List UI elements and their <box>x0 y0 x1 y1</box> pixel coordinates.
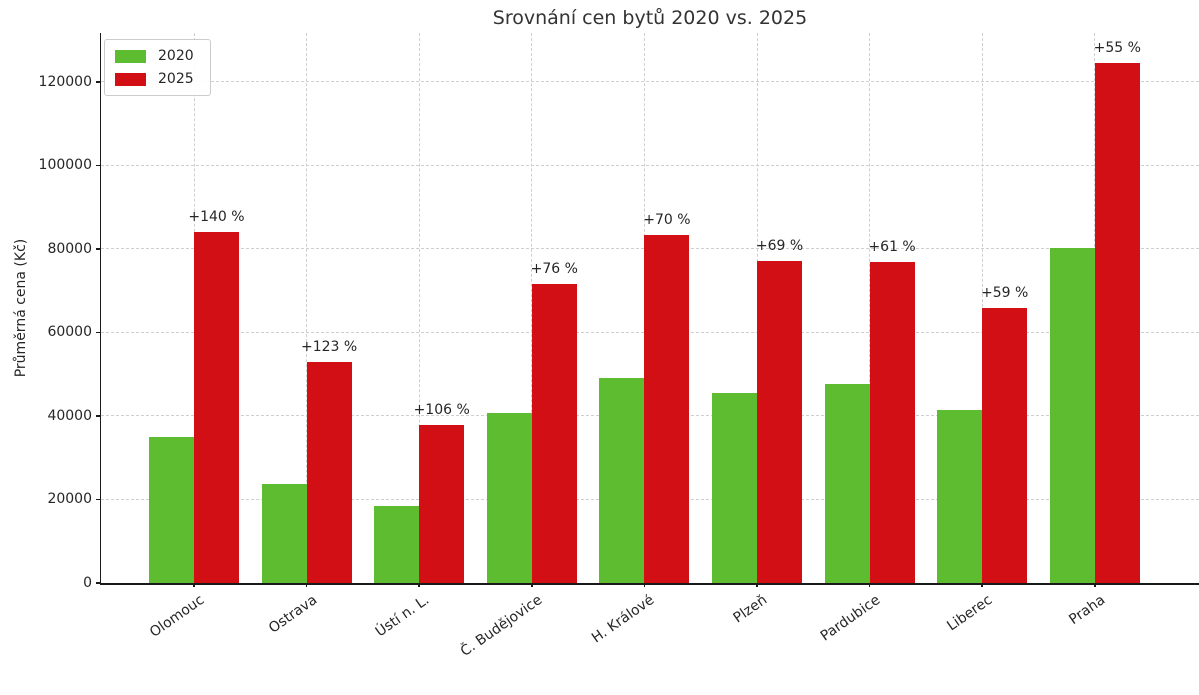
bar-2020-liberec <box>937 410 983 583</box>
x-tick-label-praha: Praha <box>1066 592 1108 629</box>
x-tick-plzen <box>756 583 758 587</box>
h-gridline-120000 <box>101 81 1199 83</box>
legend-swatch-2020 <box>115 49 146 63</box>
x-tick-pardubice <box>868 583 871 587</box>
bar-2020-ostrava <box>261 484 307 583</box>
x-tick-label-h-kralove: H. Králové <box>589 592 658 647</box>
legend-item-2020: 2020 <box>115 48 194 64</box>
bar-2025-olomouc <box>194 232 239 583</box>
x-tick-label-usti-n-l: Ústí n. L. <box>372 592 433 641</box>
x-tick-usti-n-l <box>418 583 420 587</box>
x-tick-praha <box>1094 583 1096 587</box>
x-tick-label-ostrava: Ostrava <box>265 592 320 637</box>
bar-pct-label-h-kralove: +70 % <box>643 212 691 229</box>
bar-2025-c-budejovice <box>531 284 577 583</box>
v-gridline-usti-n-l <box>418 33 420 583</box>
bar-pct-label-usti-n-l: +106 % <box>413 401 470 418</box>
bar-pct-label-plzen: +69 % <box>755 238 804 255</box>
x-tick-c-budejovice <box>531 583 533 587</box>
x-tick-label-olomouc: Olomouc <box>147 592 208 641</box>
legend-label-2025: 2025 <box>158 71 194 87</box>
x-tick-label-pardubice: Pardubice <box>817 592 883 645</box>
y-tick-100000 <box>96 164 100 167</box>
bar-2025-usti-n-l <box>419 424 465 583</box>
y-tick-label-0: 0 <box>83 575 92 591</box>
bar-pct-label-pardubice: +61 % <box>868 239 916 256</box>
legend-label-2020: 2020 <box>158 48 194 64</box>
v-gridline-liberec <box>981 33 983 583</box>
y-tick-0 <box>96 582 100 584</box>
bar-2020-olomouc <box>149 436 194 583</box>
bar-2025-ostrava <box>306 362 352 583</box>
y-axis-spine <box>99 33 101 583</box>
bar-2020-praha <box>1049 247 1095 583</box>
bar-2020-plzen <box>712 392 757 583</box>
v-gridline-ostrava <box>306 33 308 583</box>
y-tick-40000 <box>96 415 100 417</box>
y-tick-20000 <box>96 498 100 501</box>
bar-pct-label-ostrava: +123 % <box>300 339 358 356</box>
x-tick-h-kralove <box>643 583 646 587</box>
legend-item-2025: 2025 <box>115 71 194 87</box>
y-tick-label-100000: 100000 <box>38 157 92 174</box>
y-tick-label-20000: 20000 <box>47 491 92 508</box>
bar-2025-plzen <box>757 261 802 583</box>
y-tick-label-80000: 80000 <box>47 240 92 257</box>
bar-2020-usti-n-l <box>374 506 420 583</box>
legend: 2020 2025 <box>104 39 211 96</box>
y-tick-label-120000: 120000 <box>38 73 92 90</box>
bar-2025-praha <box>1094 63 1140 583</box>
legend-swatch-2025 <box>115 72 146 86</box>
x-tick-liberec <box>981 583 983 587</box>
y-tick-80000 <box>96 248 100 250</box>
bar-2025-liberec <box>982 308 1028 583</box>
bar-2020-pardubice <box>824 383 870 583</box>
x-tick-label-c-budejovice: Č. Budějovice <box>457 592 545 660</box>
x-tick-olomouc <box>193 583 195 587</box>
x-tick-label-plzen: Plzeň <box>730 592 771 627</box>
chart-title: Srovnání cen bytů 2020 vs. 2025 <box>492 7 808 29</box>
y-tick-120000 <box>96 81 100 83</box>
x-tick-ostrava <box>305 583 308 587</box>
y-tick-label-60000: 60000 <box>47 324 92 341</box>
bar-pct-label-olomouc: +140 % <box>188 209 245 226</box>
y-tick-label-40000: 40000 <box>47 407 92 424</box>
x-axis-spine <box>99 583 1199 585</box>
x-tick-label-liberec: Liberec <box>944 592 996 635</box>
y-tick-60000 <box>96 331 100 334</box>
bar-2020-c-budejovice <box>486 413 532 583</box>
bar-pct-label-liberec: +59 % <box>981 285 1029 302</box>
h-gridline-100000 <box>101 164 1199 166</box>
bar-2025-pardubice <box>869 262 915 583</box>
bar-pct-label-praha: +55 % <box>1093 40 1141 57</box>
bar-pct-label-c-budejovice: +76 % <box>530 261 578 278</box>
bar-2025-h-kralove <box>644 235 690 583</box>
bar-2020-h-kralove <box>599 378 645 583</box>
